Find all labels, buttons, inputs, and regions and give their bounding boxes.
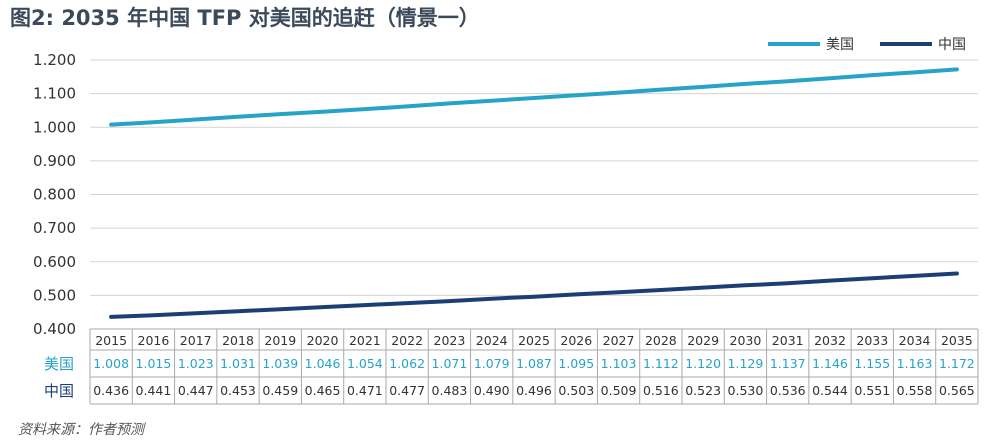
y-tick-label: 0.800 xyxy=(33,186,76,204)
data-label: 0.490 xyxy=(474,383,510,398)
data-label: 0.441 xyxy=(136,383,172,398)
x-tick-label: 2034 xyxy=(899,333,931,348)
x-tick-label: 2031 xyxy=(772,333,804,348)
x-tick-label: 2033 xyxy=(856,333,888,348)
data-label: 0.477 xyxy=(389,383,425,398)
x-tick-label: 2028 xyxy=(645,333,677,348)
legend-label: 中国 xyxy=(938,37,966,53)
data-label: 0.536 xyxy=(770,383,806,398)
data-label: 1.031 xyxy=(220,356,256,371)
x-tick-label: 2023 xyxy=(434,333,466,348)
data-label: 1.079 xyxy=(474,356,510,371)
y-tick-label: 0.900 xyxy=(33,152,76,170)
data-label: 1.071 xyxy=(432,356,468,371)
data-label: 0.483 xyxy=(432,383,468,398)
data-label: 0.447 xyxy=(178,383,214,398)
data-label: 0.551 xyxy=(854,383,890,398)
data-label: 0.436 xyxy=(93,383,129,398)
x-tick-label: 2015 xyxy=(95,333,127,348)
data-label: 1.046 xyxy=(305,356,341,371)
data-label: 1.146 xyxy=(812,356,848,371)
data-label: 0.565 xyxy=(939,383,975,398)
data-label: 1.120 xyxy=(685,356,721,371)
legend-label: 美国 xyxy=(826,37,854,53)
data-label: 1.039 xyxy=(262,356,298,371)
source-note: 资料来源：作者预测 xyxy=(18,422,144,438)
y-tick-label: 1.000 xyxy=(33,118,76,136)
x-tick-label: 2030 xyxy=(730,333,762,348)
data-label: 1.054 xyxy=(347,356,383,371)
data-label: 0.465 xyxy=(305,383,341,398)
data-label: 1.103 xyxy=(601,356,637,371)
data-label: 0.453 xyxy=(220,383,256,398)
x-tick-label: 2022 xyxy=(391,333,423,348)
data-label: 1.137 xyxy=(770,356,806,371)
y-tick-label: 1.200 xyxy=(33,51,76,69)
data-label: 0.523 xyxy=(685,383,721,398)
x-tick-label: 2019 xyxy=(264,333,296,348)
data-label: 0.509 xyxy=(601,383,637,398)
x-tick-label: 2029 xyxy=(687,333,719,348)
x-tick-label: 2035 xyxy=(941,333,973,348)
y-tick-label: 1.100 xyxy=(33,85,76,103)
data-label: 0.459 xyxy=(262,383,298,398)
data-label: 0.471 xyxy=(347,383,383,398)
x-tick-label: 2027 xyxy=(603,333,635,348)
data-label: 1.095 xyxy=(558,356,594,371)
series-line-china xyxy=(109,271,959,319)
data-label: 1.015 xyxy=(136,356,172,371)
data-label: 0.558 xyxy=(897,383,933,398)
data-label: 1.129 xyxy=(728,356,764,371)
y-tick-label: 0.400 xyxy=(33,320,76,338)
data-label: 0.496 xyxy=(516,383,552,398)
y-tick-label: 0.500 xyxy=(33,286,76,304)
x-tick-label: 2018 xyxy=(222,333,254,348)
x-tick-label: 2017 xyxy=(180,333,212,348)
data-label: 1.087 xyxy=(516,356,552,371)
data-label: 1.155 xyxy=(854,356,890,371)
data-label: 0.530 xyxy=(728,383,764,398)
table-row-label: 中国 xyxy=(44,382,74,400)
data-label: 0.516 xyxy=(643,383,679,398)
y-tick-label: 0.600 xyxy=(33,253,76,271)
data-label: 1.023 xyxy=(178,356,214,371)
x-tick-label: 2026 xyxy=(560,333,592,348)
data-label: 0.544 xyxy=(812,383,848,398)
series-line-usa xyxy=(109,67,959,127)
chart-title: 图2: 2035 年中国 TFP 对美国的追赶（情景一） xyxy=(10,6,480,30)
data-label: 1.008 xyxy=(93,356,129,371)
data-label: 1.112 xyxy=(643,356,679,371)
data-label: 0.503 xyxy=(558,383,594,398)
x-tick-label: 2032 xyxy=(814,333,846,348)
data-label: 1.172 xyxy=(939,356,975,371)
table-row-label: 美国 xyxy=(44,355,74,373)
x-tick-label: 2020 xyxy=(307,333,339,348)
y-tick-label: 0.700 xyxy=(33,219,76,237)
data-label: 1.062 xyxy=(389,356,425,371)
data-label: 1.163 xyxy=(897,356,933,371)
x-tick-label: 2024 xyxy=(476,333,508,348)
x-tick-label: 2021 xyxy=(349,333,381,348)
x-tick-label: 2025 xyxy=(518,333,550,348)
x-tick-label: 2016 xyxy=(138,333,170,348)
